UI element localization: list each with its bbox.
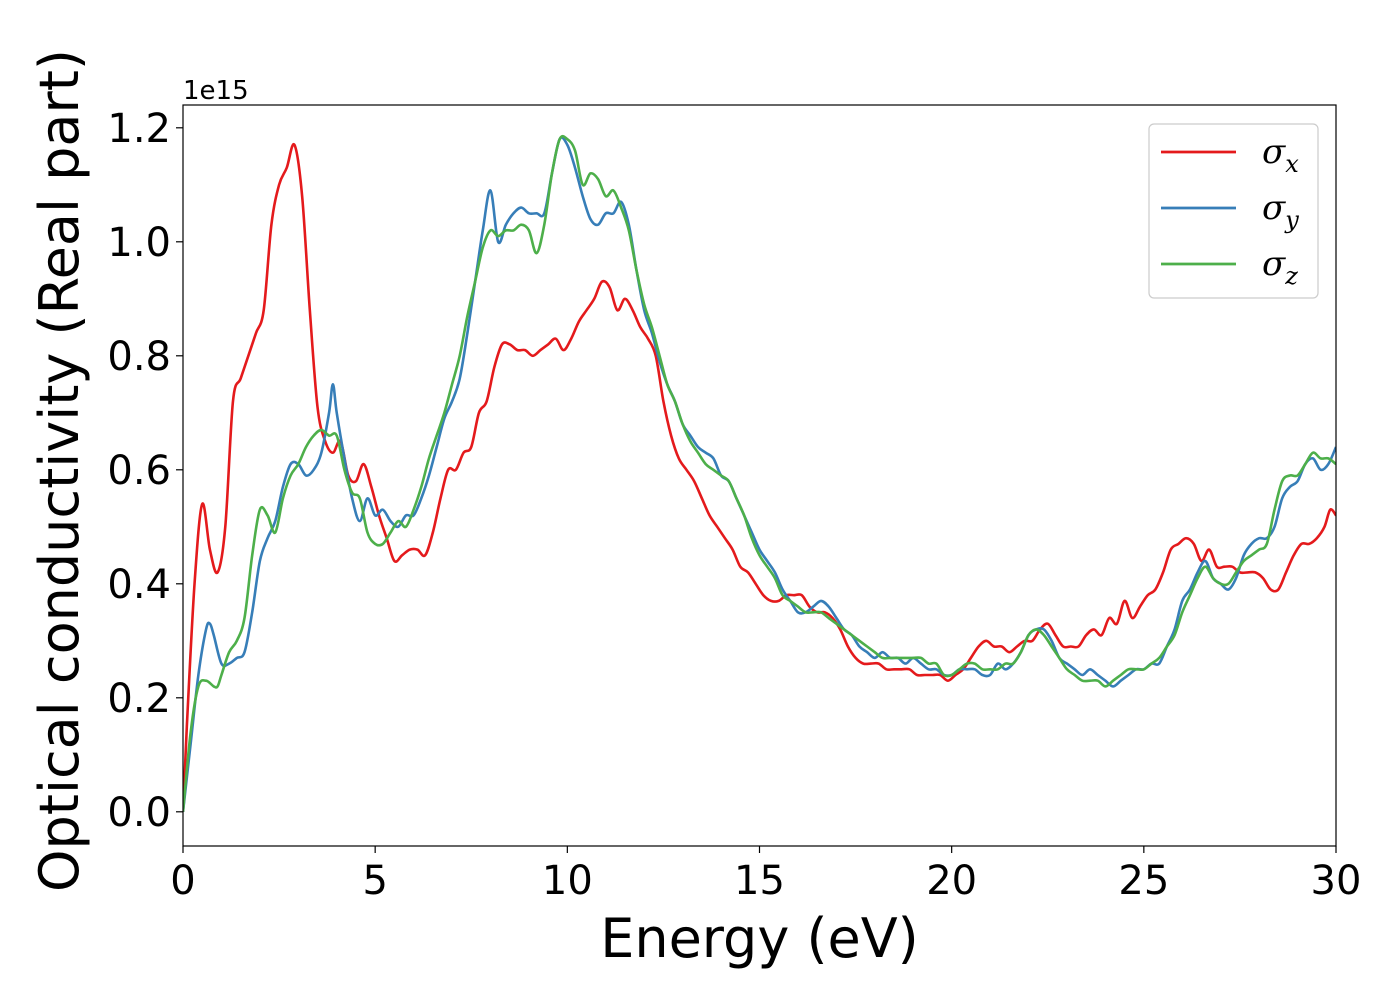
legend-box <box>1148 123 1319 299</box>
y-tick-label: 0.2 <box>107 676 171 722</box>
series-line-z <box>183 134 1336 812</box>
y-tick-label: 0.0 <box>107 790 171 836</box>
y-tick-label: 0.8 <box>107 334 171 380</box>
y-offset-label: 1e15 <box>183 76 249 106</box>
x-tick-label: 0 <box>170 858 195 904</box>
x-axis: 0 5 10 15 20 25 30 <box>170 846 1361 904</box>
x-tick-label: 5 <box>362 858 387 904</box>
y-axis: 0.0 0.2 0.4 0.6 0.8 1.0 1.2 <box>107 106 183 836</box>
y-tick-label: 1.2 <box>107 106 171 152</box>
x-tick-label: 20 <box>926 858 977 904</box>
series-layer <box>183 134 1336 812</box>
x-tick-label: 10 <box>542 858 593 904</box>
y-tick-label: 1.0 <box>107 220 171 266</box>
y-axis-title: Optical conductivity (Real part) <box>28 49 91 892</box>
y-tick-label: 0.6 <box>107 448 171 494</box>
x-tick-label: 15 <box>734 858 785 904</box>
series-line-x <box>183 142 1336 812</box>
y-tick-label: 0.4 <box>107 562 171 608</box>
x-axis-title: Energy (eV) <box>600 907 919 970</box>
x-tick-label: 30 <box>1311 858 1362 904</box>
legend-label-z: σz <box>1262 244 1298 290</box>
x-tick-label: 25 <box>1118 858 1169 904</box>
